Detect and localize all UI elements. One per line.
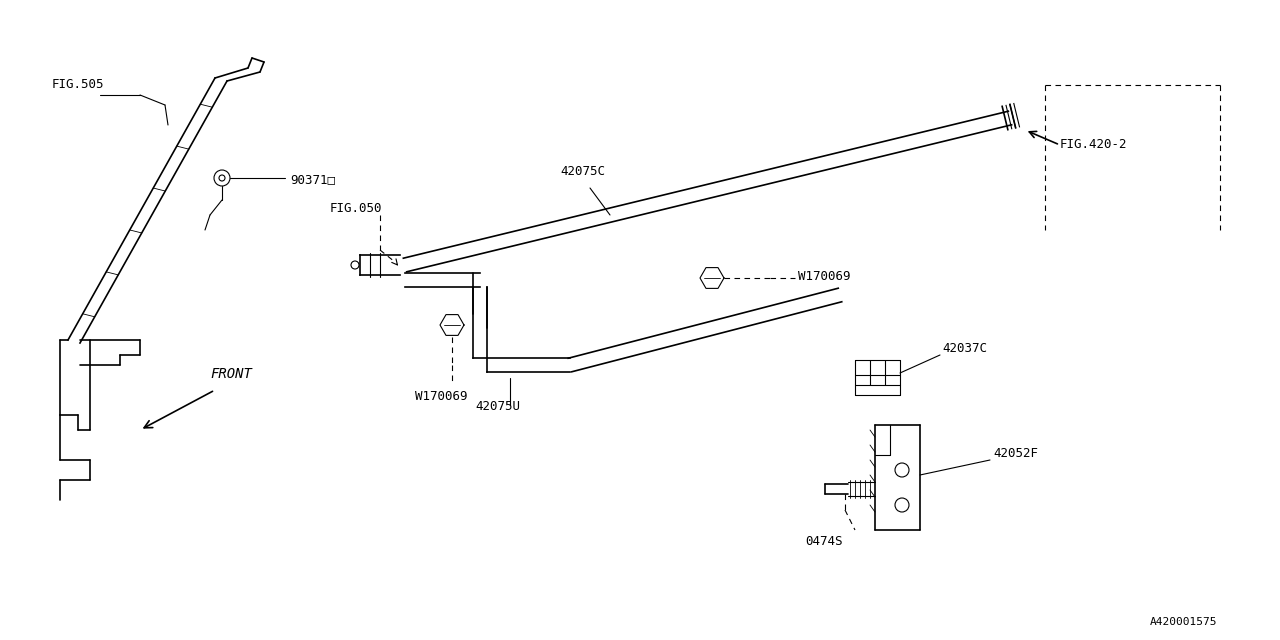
Text: W170069: W170069 xyxy=(797,270,850,283)
Text: FIG.505: FIG.505 xyxy=(52,78,105,91)
Text: 42037C: 42037C xyxy=(942,342,987,355)
Text: 0474S: 0474S xyxy=(805,535,842,548)
Text: 42075U: 42075U xyxy=(475,400,520,413)
Text: FIG.420-2: FIG.420-2 xyxy=(1060,138,1128,151)
Text: W170069: W170069 xyxy=(415,390,467,403)
Text: FRONT: FRONT xyxy=(210,367,252,381)
Text: FIG.050: FIG.050 xyxy=(330,202,383,215)
Text: 42075C: 42075C xyxy=(561,165,605,178)
Text: 42052F: 42052F xyxy=(993,447,1038,460)
Text: 90371□: 90371□ xyxy=(291,173,335,186)
Text: A420001575: A420001575 xyxy=(1149,617,1217,627)
